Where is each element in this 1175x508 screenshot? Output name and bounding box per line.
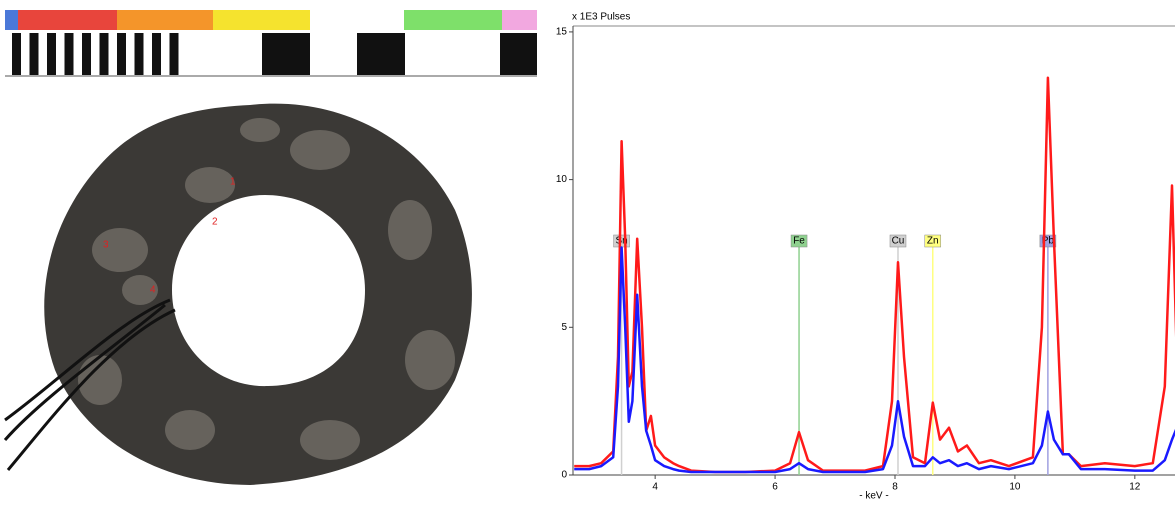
scale-stripe [12, 33, 21, 75]
scale-stripe [65, 33, 74, 75]
color-patch [213, 10, 310, 30]
x-tick-label: 4 [652, 482, 658, 493]
scale-stripe [47, 33, 56, 75]
element-label: Cu [892, 236, 905, 247]
y-axis-label: x 1E3 Pulses [572, 12, 630, 23]
scale-stripe [135, 33, 144, 75]
photo: 1 2 3 4 [5, 10, 537, 485]
x-tick-label: 12 [1129, 482, 1141, 493]
element-label: Zn [927, 236, 939, 247]
spectrum-line [574, 78, 1175, 472]
color-patch [404, 10, 502, 30]
scale-stripe [170, 33, 179, 75]
x-tick-label: 8 [892, 482, 898, 493]
scale-stripe [152, 33, 161, 75]
color-patch [502, 10, 537, 30]
color-patch [18, 10, 117, 30]
x-tick-label: 10 [1009, 482, 1021, 493]
scale-stripe [30, 33, 39, 75]
figure: 1234 x 1E3 Pulses- keV -0510154681012SnF… [0, 0, 1175, 503]
element-label: Fe [793, 236, 805, 247]
color-patch [117, 10, 213, 30]
x-axis-label: - keV - [859, 491, 888, 502]
scale-stripe [117, 33, 126, 75]
scale-block [262, 33, 310, 75]
scale-block [500, 33, 537, 75]
scale-block [357, 33, 405, 75]
y-tick-label: 0 [561, 470, 567, 481]
scale-bar [5, 33, 537, 76]
ring [44, 104, 472, 485]
spectrum-line [574, 248, 1175, 473]
photo-label: 1 [230, 177, 236, 188]
scale-stripe [100, 33, 109, 75]
y-tick-label: 5 [561, 322, 567, 333]
y-tick-label: 10 [556, 174, 568, 185]
y-tick-label: 15 [556, 27, 568, 38]
color-patch [5, 10, 18, 30]
page: 1234 x 1E3 Pulses- keV -0510154681012SnF… [0, 0, 1175, 508]
photo-label: 4 [150, 285, 156, 296]
photo-label: 3 [103, 240, 109, 251]
scale-stripe [82, 33, 91, 75]
x-tick-label: 6 [772, 482, 778, 493]
photo-label: 2 [212, 217, 218, 228]
